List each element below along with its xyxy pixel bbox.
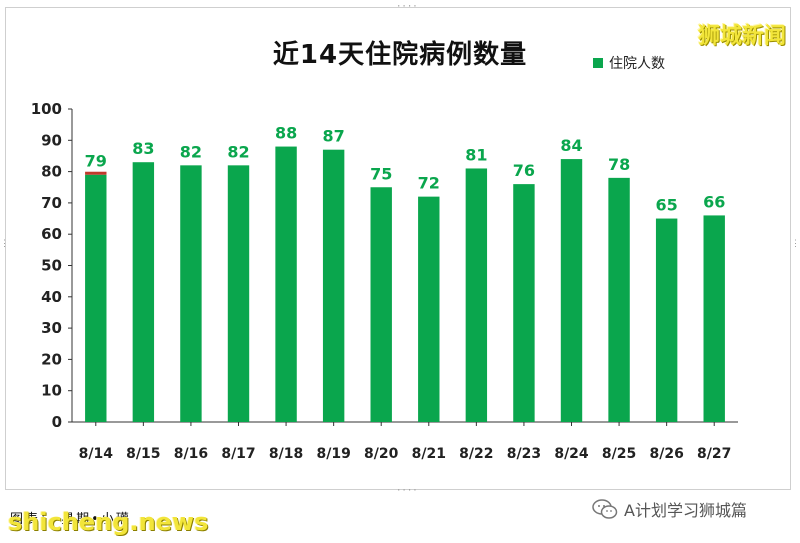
x-tick-label: 8/20 (364, 446, 399, 462)
y-tick-label: 100 (31, 100, 62, 118)
chart-credit: 图表： 星期•小瓘 (10, 512, 131, 527)
data-label: 66 (703, 192, 725, 211)
data-label: 79 (85, 152, 107, 171)
bar (322, 149, 345, 422)
bar (655, 218, 678, 422)
x-tick-label: 8/21 (412, 446, 446, 462)
legend-swatch (593, 58, 603, 68)
y-tick-label: 80 (41, 163, 62, 181)
resize-handle-top[interactable]: ···· (396, 2, 418, 12)
x-tick-label: 8/18 (269, 446, 303, 462)
data-label: 81 (465, 145, 487, 164)
x-tick-label: 8/26 (649, 446, 683, 462)
x-tick-label: 8/23 (507, 446, 541, 462)
wechat-account-name: A计划学习狮城篇 (624, 501, 747, 520)
bar (560, 159, 583, 422)
data-label: 84 (560, 136, 582, 155)
y-tick-label: 50 (41, 257, 62, 275)
bar (513, 184, 535, 422)
brand-watermark: 狮城新闻 (697, 24, 786, 49)
x-tick-label: 8/19 (316, 446, 350, 462)
x-tick-label: 8/27 (697, 446, 731, 462)
bar (85, 174, 107, 422)
bar (465, 168, 488, 422)
bar (180, 165, 202, 422)
wechat-icon (592, 499, 618, 519)
y-tick-label: 30 (41, 319, 62, 337)
site-watermark: shicheng.news (8, 508, 209, 536)
bar (703, 215, 725, 422)
x-tick-label: 8/16 (174, 446, 208, 462)
data-label: 76 (513, 161, 535, 180)
bar (608, 177, 630, 422)
wechat-attribution: A计划学习狮城篇 (592, 497, 747, 521)
data-label: 83 (132, 139, 154, 158)
resize-handle-bottom[interactable]: ···· (396, 486, 418, 496)
y-tick-label: 20 (41, 350, 62, 368)
y-tick-label: 40 (41, 288, 62, 306)
bar (275, 146, 297, 422)
x-tick-label: 8/17 (221, 446, 255, 462)
data-label: 88 (275, 124, 297, 143)
y-tick-label: 0 (52, 413, 62, 431)
resize-handle-left[interactable]: ⋮ (0, 239, 9, 249)
data-label: 82 (227, 142, 249, 161)
resize-handle-right[interactable]: ⋮ (791, 239, 800, 249)
y-tick-label: 70 (41, 194, 62, 212)
x-tick-label: 8/15 (126, 446, 160, 462)
y-tick-label: 10 (41, 382, 62, 400)
data-label: 75 (370, 164, 392, 183)
bar (132, 162, 155, 422)
bar (370, 187, 392, 422)
data-label: 65 (656, 196, 678, 215)
data-label: 78 (608, 155, 630, 174)
bar-top-marker (85, 171, 107, 175)
x-tick-label: 8/24 (554, 446, 589, 462)
y-tick-label: 60 (41, 225, 62, 243)
data-label: 87 (323, 127, 345, 146)
x-tick-label: 8/25 (602, 446, 636, 462)
bar (227, 165, 250, 422)
chart-title: 近14天住院病例数量 (272, 40, 528, 70)
legend-label: 住院人数 (609, 56, 665, 72)
data-label: 82 (180, 142, 202, 161)
x-tick-label: 8/14 (79, 446, 114, 462)
x-tick-label: 8/22 (459, 446, 493, 462)
data-label: 72 (418, 174, 440, 193)
bar (418, 196, 440, 422)
chart-legend: 住院人数 (593, 53, 665, 73)
y-tick-label: 90 (41, 131, 62, 149)
